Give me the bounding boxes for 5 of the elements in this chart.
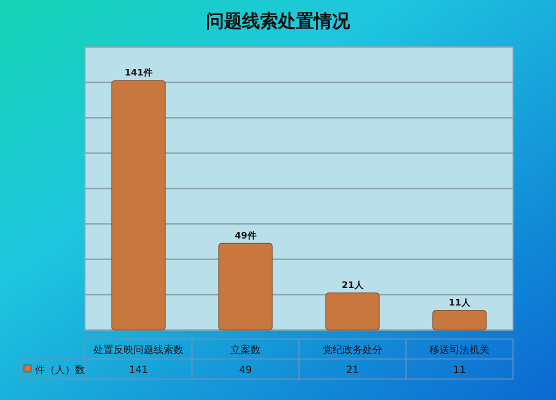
title: 问题线索处置情况 — [206, 11, 350, 31]
annotation: 21人 — [342, 280, 364, 291]
annotation: 11人 — [448, 298, 470, 309]
annotation: 141件 — [124, 68, 152, 79]
annotation: 49件 — [234, 231, 256, 242]
